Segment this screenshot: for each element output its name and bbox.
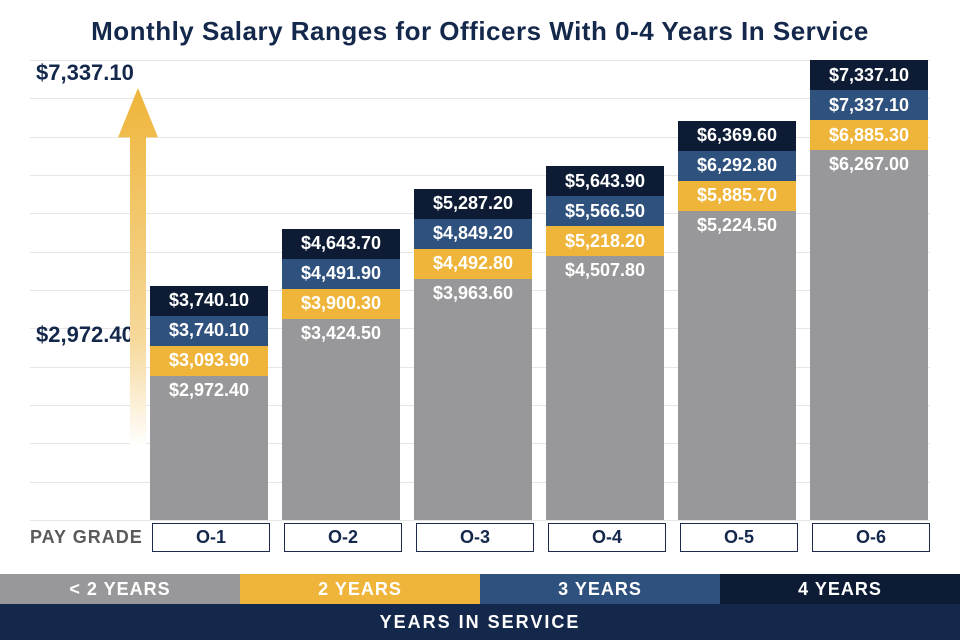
- bar-seg: $2,972.40: [150, 376, 268, 520]
- legend: < 2 YEARS2 YEARS3 YEARS4 YEARS: [0, 574, 960, 604]
- legend-item: 3 YEARS: [480, 574, 720, 604]
- bar-seg: $3,900.30: [282, 289, 400, 319]
- bar-seg: $5,885.70: [678, 181, 796, 211]
- footer-bar: YEARS IN SERVICE: [0, 604, 960, 640]
- bar-O-4: $4,507.80$5,218.20$5,566.50$5,643.90: [546, 166, 664, 520]
- bar-seg: $5,566.50: [546, 196, 664, 226]
- bar-O-6: $6,267.00$6,885.30$7,337.10$7,337.10: [810, 60, 928, 520]
- bar-O-1: $2,972.40$3,093.90$3,740.10$3,740.10: [150, 286, 268, 520]
- chart-frame: Monthly Salary Ranges for Officers With …: [0, 0, 960, 640]
- x-category: O-1: [152, 523, 270, 552]
- x-category: O-2: [284, 523, 402, 552]
- x-axis-label: PAY GRADE: [30, 527, 144, 548]
- bar-seg: $3,740.10: [150, 316, 268, 346]
- bar-O-2: $3,424.50$3,900.30$4,491.90$4,643.70: [282, 229, 400, 520]
- legend-item: 2 YEARS: [240, 574, 480, 604]
- x-category: O-3: [416, 523, 534, 552]
- bar-seg: $4,507.80: [546, 256, 664, 520]
- bar-seg: $5,224.50: [678, 211, 796, 520]
- bar-seg: $7,337.10: [810, 90, 928, 120]
- bar-seg: $3,093.90: [150, 346, 268, 376]
- legend-item: < 2 YEARS: [0, 574, 240, 604]
- bar-seg: $4,849.20: [414, 219, 532, 249]
- bar-seg: $4,643.70: [282, 229, 400, 259]
- x-categories: O-1 O-2 O-3 O-4 O-5 O-6: [152, 523, 930, 552]
- x-axis: PAY GRADE O-1 O-2 O-3 O-4 O-5 O-6: [30, 522, 930, 552]
- bar-seg: $6,267.00: [810, 150, 928, 520]
- bar-seg: $5,287.20: [414, 189, 532, 219]
- bar-seg: $6,369.60: [678, 121, 796, 151]
- footer-label: YEARS IN SERVICE: [380, 612, 581, 633]
- bar-seg: $3,963.60: [414, 279, 532, 520]
- bar-seg: $5,218.20: [546, 226, 664, 256]
- chart-title: Monthly Salary Ranges for Officers With …: [0, 16, 960, 47]
- bar-seg: $3,424.50: [282, 319, 400, 520]
- bar-seg: $6,292.80: [678, 151, 796, 181]
- bar-seg: $7,337.10: [810, 60, 928, 90]
- bar-O-5: $5,224.50$5,885.70$6,292.80$6,369.60: [678, 121, 796, 520]
- plot-area: $7,337.10 $2,972.40 $2,972.40$3,093.90$3…: [30, 60, 930, 520]
- legend-item: 4 YEARS: [720, 574, 960, 604]
- bars-container: $2,972.40$3,093.90$3,740.10$3,740.10$3,4…: [30, 60, 930, 520]
- bar-seg: $6,885.30: [810, 120, 928, 150]
- x-category: O-4: [548, 523, 666, 552]
- bar-seg: $4,492.80: [414, 249, 532, 279]
- x-category: O-5: [680, 523, 798, 552]
- bar-seg: $5,643.90: [546, 166, 664, 196]
- bar-seg: $3,740.10: [150, 286, 268, 316]
- x-category: O-6: [812, 523, 930, 552]
- bar-O-3: $3,963.60$4,492.80$4,849.20$5,287.20: [414, 189, 532, 520]
- bar-seg: $4,491.90: [282, 259, 400, 289]
